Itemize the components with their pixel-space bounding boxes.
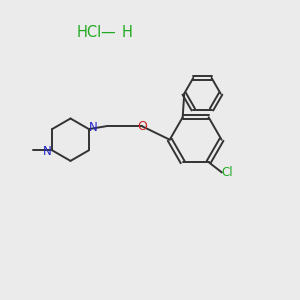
Text: —: —: [100, 25, 115, 40]
Text: N: N: [43, 145, 52, 158]
Text: O: O: [137, 120, 147, 133]
Text: Cl: Cl: [221, 166, 233, 179]
Text: N: N: [89, 121, 98, 134]
Text: HCl: HCl: [76, 25, 102, 40]
Text: H: H: [122, 25, 133, 40]
